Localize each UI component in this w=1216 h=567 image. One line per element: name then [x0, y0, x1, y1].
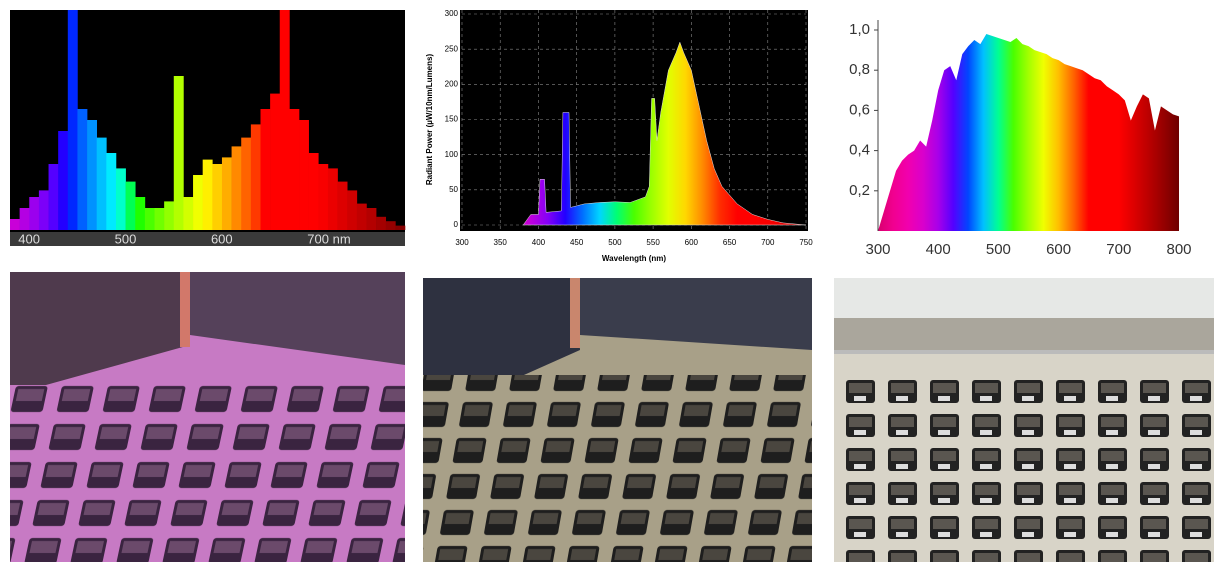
bar: [29, 197, 39, 230]
x-tick-label: 600: [685, 238, 699, 247]
photo-daylight: [834, 278, 1214, 562]
page: 400 500 600 700 nm 0 50 100 150 200 250 300 300 350 4…: [0, 0, 1216, 562]
bar: [318, 164, 328, 230]
x-tick-label: 550: [646, 238, 660, 247]
x-tick-label: 700: [1106, 241, 1131, 258]
bar: [251, 124, 261, 230]
x-tick-label: 600: [211, 231, 233, 246]
bar: [58, 131, 68, 230]
y-tick-label: 0,4: [849, 142, 870, 159]
bar: [222, 157, 232, 230]
bar: [260, 109, 270, 230]
bar: [328, 168, 338, 230]
x-tick-label: 500: [115, 231, 137, 246]
x-tick-label: 650: [723, 238, 737, 247]
bar: [386, 221, 396, 230]
bar: [106, 153, 116, 230]
y-tick-label: 0,2: [849, 182, 870, 199]
bar: [241, 138, 251, 230]
y-tick-label: 300: [445, 9, 459, 18]
bar: [212, 164, 222, 230]
y-tick-label: 1,0: [849, 21, 870, 38]
bar: [376, 217, 386, 230]
bar: [164, 201, 174, 230]
bar: [49, 164, 59, 230]
bar: [116, 168, 126, 230]
plot-background: [460, 10, 808, 231]
x-tick-label: 700 nm: [307, 231, 350, 246]
bar: [97, 138, 107, 230]
bar: [203, 160, 213, 230]
y-tick-label: 0,6: [849, 101, 870, 118]
bar: [87, 120, 97, 230]
x-tick-label: 300: [455, 238, 469, 247]
x-tick-label: 400: [926, 241, 951, 258]
bar: [145, 208, 155, 230]
y-tick-label: 200: [445, 79, 459, 88]
x-tick-label: 400: [18, 231, 40, 246]
bar: [232, 146, 242, 230]
y-tick-label: 250: [445, 44, 459, 53]
bar: [270, 94, 280, 230]
bar: [174, 76, 184, 230]
x-tick-label: 700: [761, 238, 775, 247]
bar: [280, 10, 290, 230]
bar: [193, 175, 203, 230]
bar: [299, 120, 309, 230]
x-tick-label: 800: [1166, 241, 1191, 258]
bar: [135, 197, 145, 230]
photo-purple: [10, 272, 405, 562]
bar: [20, 208, 30, 230]
bar: [155, 208, 165, 230]
figure: 400 500 600 700 nm 0 50 100 150 200 250 300 300 350 4…: [0, 0, 1216, 562]
x-tick-label: 500: [986, 241, 1011, 258]
y-tick-label: 0: [454, 220, 459, 229]
y-axis-title: Radiant Power (µW/10nm/Lumens): [425, 54, 434, 186]
bar: [309, 153, 319, 230]
bar: [39, 190, 49, 230]
y-tick-label: 50: [449, 185, 458, 194]
bar: [126, 182, 136, 230]
bar: [357, 204, 367, 230]
x-tick-label: 450: [570, 238, 584, 247]
bar: [289, 109, 299, 230]
x-tick-label: 300: [865, 241, 890, 258]
x-tick-label: 400: [532, 238, 546, 247]
bar: [395, 226, 405, 230]
bar: [68, 10, 78, 230]
x-tick-label: 350: [494, 238, 508, 247]
bar: [347, 190, 357, 230]
bar: [10, 219, 20, 230]
bar: [183, 197, 193, 230]
bar: [366, 208, 376, 230]
x-tick-label: 500: [608, 238, 622, 247]
y-tick-label: 100: [445, 150, 459, 159]
bar: [338, 182, 348, 230]
bar: [77, 109, 87, 230]
photo-white: [423, 278, 812, 562]
spectrum-area: [878, 34, 1179, 231]
x-tick-label: 750: [799, 238, 813, 247]
x-axis-title: Wavelength (nm): [602, 254, 666, 263]
y-tick-label: 0,8: [849, 61, 870, 78]
x-tick-label: 600: [1046, 241, 1071, 258]
y-tick-label: 150: [445, 115, 459, 124]
